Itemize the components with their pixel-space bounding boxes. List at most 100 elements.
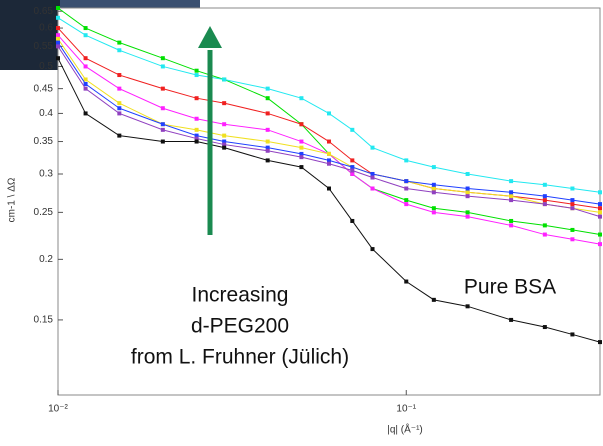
data-point	[83, 86, 88, 91]
data-point	[56, 56, 60, 61]
data-point	[350, 171, 355, 176]
data-point	[299, 151, 304, 156]
data-point	[194, 116, 199, 121]
data-point	[265, 158, 270, 163]
data-point	[222, 145, 227, 150]
annotation: Pure BSA	[464, 276, 556, 299]
data-point	[465, 186, 470, 191]
data-point	[509, 317, 514, 322]
y-tick-label: 0.3	[39, 169, 53, 180]
data-point	[83, 26, 88, 31]
y-tick-label: 0.6	[39, 23, 53, 34]
data-point	[160, 56, 165, 61]
data-point	[598, 210, 602, 215]
data-point	[160, 64, 165, 69]
data-point	[117, 133, 122, 138]
data-point	[404, 158, 409, 163]
data-point	[570, 198, 575, 203]
y-tick-label: 0.45	[34, 83, 54, 94]
data-point	[265, 111, 270, 116]
x-tick-label: 10⁻¹	[396, 404, 416, 415]
data-point	[222, 77, 227, 82]
data-point	[194, 73, 199, 78]
data-point	[570, 186, 575, 191]
data-point	[465, 171, 470, 176]
data-point	[265, 86, 270, 91]
y-tick-label: 0.2	[39, 254, 53, 265]
series-line	[57, 46, 601, 218]
y-axis-label: cm-1 \ ΔΩ	[7, 177, 18, 222]
data-point	[431, 297, 436, 302]
data-point	[542, 182, 547, 187]
data-point	[117, 101, 122, 106]
data-point	[160, 106, 165, 111]
data-point	[465, 190, 470, 195]
data-point	[327, 186, 331, 191]
data-point	[222, 133, 227, 138]
data-point	[56, 26, 60, 31]
data-point	[431, 206, 436, 211]
data-point	[83, 33, 88, 38]
data-point	[56, 33, 60, 38]
data-point	[431, 182, 436, 187]
data-point	[404, 198, 409, 203]
series-line	[57, 38, 601, 213]
data-point	[160, 122, 165, 127]
data-point	[465, 210, 470, 215]
data-point	[299, 145, 304, 150]
data-point	[509, 179, 514, 184]
annotation: from L. Fruhner (Jülich)	[131, 346, 349, 369]
data-point	[542, 198, 547, 203]
data-point	[350, 127, 355, 132]
data-point	[598, 190, 602, 195]
data-point	[56, 40, 60, 45]
data-point	[327, 111, 331, 116]
y-tick-label: 0.15	[34, 315, 54, 326]
annotation: Increasing	[192, 284, 289, 307]
data-point	[431, 210, 436, 215]
data-point	[598, 214, 602, 219]
data-point	[265, 139, 270, 144]
data-point	[194, 68, 199, 73]
data-point	[265, 145, 270, 150]
data-point	[117, 111, 122, 116]
data-point	[265, 127, 270, 132]
data-point	[350, 218, 355, 223]
x-tick-label: 10⁻²	[48, 404, 68, 415]
data-point	[117, 73, 122, 78]
data-point	[370, 186, 375, 191]
data-point	[598, 340, 602, 345]
data-point	[327, 161, 331, 166]
data-point	[299, 165, 304, 170]
data-point	[194, 136, 199, 141]
data-point	[542, 232, 547, 237]
data-point	[299, 139, 304, 144]
data-point	[370, 171, 375, 176]
data-point	[598, 202, 602, 207]
data-point	[542, 202, 547, 207]
data-point	[299, 96, 304, 101]
data-point	[222, 142, 227, 147]
y-tick-label: 0.35	[34, 136, 54, 147]
data-point	[222, 139, 227, 144]
data-point	[509, 218, 514, 223]
series-line	[57, 57, 601, 343]
data-point	[265, 96, 270, 101]
data-point	[194, 139, 199, 144]
data-point	[465, 194, 470, 199]
grid	[57, 10, 407, 395]
y-tick-label: 0.65	[34, 6, 54, 17]
data-point	[598, 242, 602, 247]
data-point	[570, 202, 575, 207]
data-point	[350, 168, 355, 173]
data-point	[117, 48, 122, 53]
series-line	[57, 27, 601, 209]
y-tick-label: 0.55	[34, 41, 54, 52]
data-point	[83, 64, 88, 69]
data-point	[56, 6, 60, 10]
data-point	[370, 247, 375, 252]
data-point	[465, 214, 470, 219]
series-line	[57, 42, 601, 205]
data-point	[194, 133, 199, 138]
